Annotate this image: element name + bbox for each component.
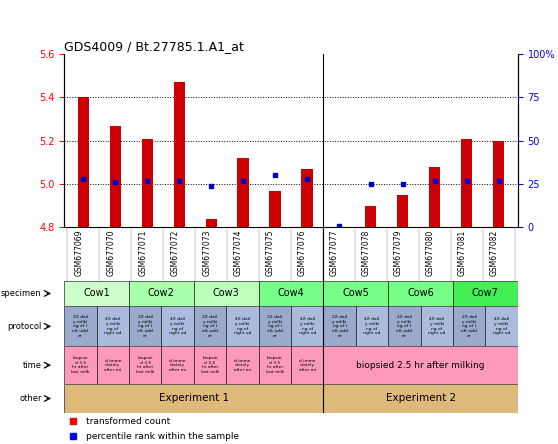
Bar xyxy=(161,346,194,384)
Text: protocol: protocol xyxy=(7,322,42,331)
Text: Cow6: Cow6 xyxy=(407,289,434,298)
Bar xyxy=(97,306,129,346)
Bar xyxy=(421,306,453,346)
Text: GSM677070: GSM677070 xyxy=(106,230,116,277)
Bar xyxy=(397,195,408,227)
Text: specimen: specimen xyxy=(1,289,42,298)
Bar xyxy=(226,306,258,346)
Bar xyxy=(258,346,291,384)
Text: d imme
diately
after mi: d imme diately after mi xyxy=(104,359,121,372)
Bar xyxy=(78,97,89,227)
Bar xyxy=(161,306,194,346)
Text: 2X dail
y milki
ng of l
eft udd
er: 2X dail y milki ng of l eft udd er xyxy=(397,315,412,337)
Text: biopsie
d 3.5
hr after
last milk: biopsie d 3.5 hr after last milk xyxy=(136,356,155,374)
Text: 2X dail
y milki
ng of l
eft udd
er: 2X dail y milki ng of l eft udd er xyxy=(331,315,348,337)
Text: GSM677074: GSM677074 xyxy=(234,230,243,277)
Text: biopsie
d 3.5
hr after
last milk: biopsie d 3.5 hr after last milk xyxy=(201,356,219,374)
Text: GSM677080: GSM677080 xyxy=(426,230,435,276)
Bar xyxy=(174,82,185,227)
Text: 4X dail
y milki
ng of
right ud: 4X dail y milki ng of right ud xyxy=(234,317,251,335)
Text: 4X dail
y milki
ng of
right ud: 4X dail y milki ng of right ud xyxy=(493,317,511,335)
Bar xyxy=(110,126,121,227)
Text: transformed count: transformed count xyxy=(86,416,171,425)
Text: GSM677079: GSM677079 xyxy=(394,230,403,277)
Text: biopsied 2.5 hr after milking: biopsied 2.5 hr after milking xyxy=(357,361,485,370)
Bar xyxy=(324,346,518,384)
Bar xyxy=(238,158,249,227)
Bar xyxy=(453,281,518,306)
Text: GSM677078: GSM677078 xyxy=(362,230,371,276)
Text: percentile rank within the sample: percentile rank within the sample xyxy=(86,432,239,440)
Bar xyxy=(64,384,324,413)
Bar xyxy=(324,281,388,306)
Bar xyxy=(324,384,518,413)
Bar xyxy=(388,281,453,306)
Text: GDS4009 / Bt.27785.1.A1_at: GDS4009 / Bt.27785.1.A1_at xyxy=(64,40,244,53)
Text: biopsie
d 3.5
hr after
last milk: biopsie d 3.5 hr after last milk xyxy=(71,356,90,374)
Bar xyxy=(129,281,194,306)
Bar xyxy=(453,306,485,346)
Bar xyxy=(356,306,388,346)
Bar xyxy=(64,346,97,384)
Text: Experiment 2: Experiment 2 xyxy=(386,393,456,404)
Text: 4X dail
y milki
ng of
right ud: 4X dail y milki ng of right ud xyxy=(299,317,316,335)
Text: 4X dail
y milki
ng of
right ud: 4X dail y milki ng of right ud xyxy=(363,317,381,335)
Text: 2X dail
y milki
ng of l
eft udd
er: 2X dail y milki ng of l eft udd er xyxy=(267,315,283,337)
Bar xyxy=(194,306,226,346)
Bar xyxy=(301,169,312,227)
Text: GSM677072: GSM677072 xyxy=(170,230,179,276)
Bar xyxy=(142,139,153,227)
Bar xyxy=(205,219,217,227)
Bar xyxy=(429,166,440,227)
Text: Cow2: Cow2 xyxy=(148,289,175,298)
Text: 4X dail
y milki
ng of
right ud: 4X dail y milki ng of right ud xyxy=(169,317,186,335)
Text: GSM677076: GSM677076 xyxy=(298,230,307,277)
Bar xyxy=(194,346,226,384)
Text: GSM677082: GSM677082 xyxy=(490,230,499,276)
Bar xyxy=(258,281,324,306)
Bar xyxy=(129,346,161,384)
Text: Experiment 1: Experiment 1 xyxy=(158,393,229,404)
Bar xyxy=(97,346,129,384)
Bar xyxy=(270,190,281,227)
Text: 2X dail
y milki
ng of l
eft udd
er: 2X dail y milki ng of l eft udd er xyxy=(137,315,153,337)
Bar xyxy=(388,306,421,346)
Text: d imme
diately
after mi: d imme diately after mi xyxy=(234,359,251,372)
Bar xyxy=(194,281,258,306)
Text: biopsie
d 3.5
hr after
last milk: biopsie d 3.5 hr after last milk xyxy=(266,356,284,374)
Bar xyxy=(64,281,129,306)
Text: 4X dail
y milki
ng of
right ud: 4X dail y milki ng of right ud xyxy=(104,317,122,335)
Bar xyxy=(485,306,518,346)
Bar xyxy=(291,346,324,384)
Bar xyxy=(291,306,324,346)
Text: Cow3: Cow3 xyxy=(213,289,239,298)
Text: 2X dail
y milki
ng of l
eft udd
er: 2X dail y milki ng of l eft udd er xyxy=(461,315,477,337)
Text: GSM677073: GSM677073 xyxy=(202,230,211,277)
Text: Cow4: Cow4 xyxy=(278,289,304,298)
Bar xyxy=(365,206,377,227)
Text: GSM677069: GSM677069 xyxy=(74,230,83,277)
Text: Cow1: Cow1 xyxy=(83,289,110,298)
Bar xyxy=(129,306,161,346)
Text: d imme
diately
after mi: d imme diately after mi xyxy=(169,359,186,372)
Bar xyxy=(64,306,97,346)
Bar xyxy=(226,346,258,384)
Text: GSM677071: GSM677071 xyxy=(138,230,147,276)
Text: 2X dail
y milki
ng of l
eft udd
er: 2X dail y milki ng of l eft udd er xyxy=(202,315,218,337)
Text: GSM677081: GSM677081 xyxy=(458,230,466,276)
Text: 4X dail
y milki
ng of
right ud: 4X dail y milki ng of right ud xyxy=(428,317,445,335)
Text: Cow5: Cow5 xyxy=(343,289,369,298)
Text: other: other xyxy=(19,394,42,403)
Text: GSM677077: GSM677077 xyxy=(330,230,339,277)
Bar xyxy=(493,141,504,227)
Text: d imme
diately
after mi: d imme diately after mi xyxy=(299,359,316,372)
Bar xyxy=(461,139,472,227)
Text: 2X dail
y milki
ng of l
eft udd
er: 2X dail y milki ng of l eft udd er xyxy=(73,315,88,337)
Text: GSM677075: GSM677075 xyxy=(266,230,275,277)
Bar xyxy=(258,306,291,346)
Text: Cow7: Cow7 xyxy=(472,289,499,298)
Bar xyxy=(324,306,356,346)
Text: time: time xyxy=(23,361,42,370)
